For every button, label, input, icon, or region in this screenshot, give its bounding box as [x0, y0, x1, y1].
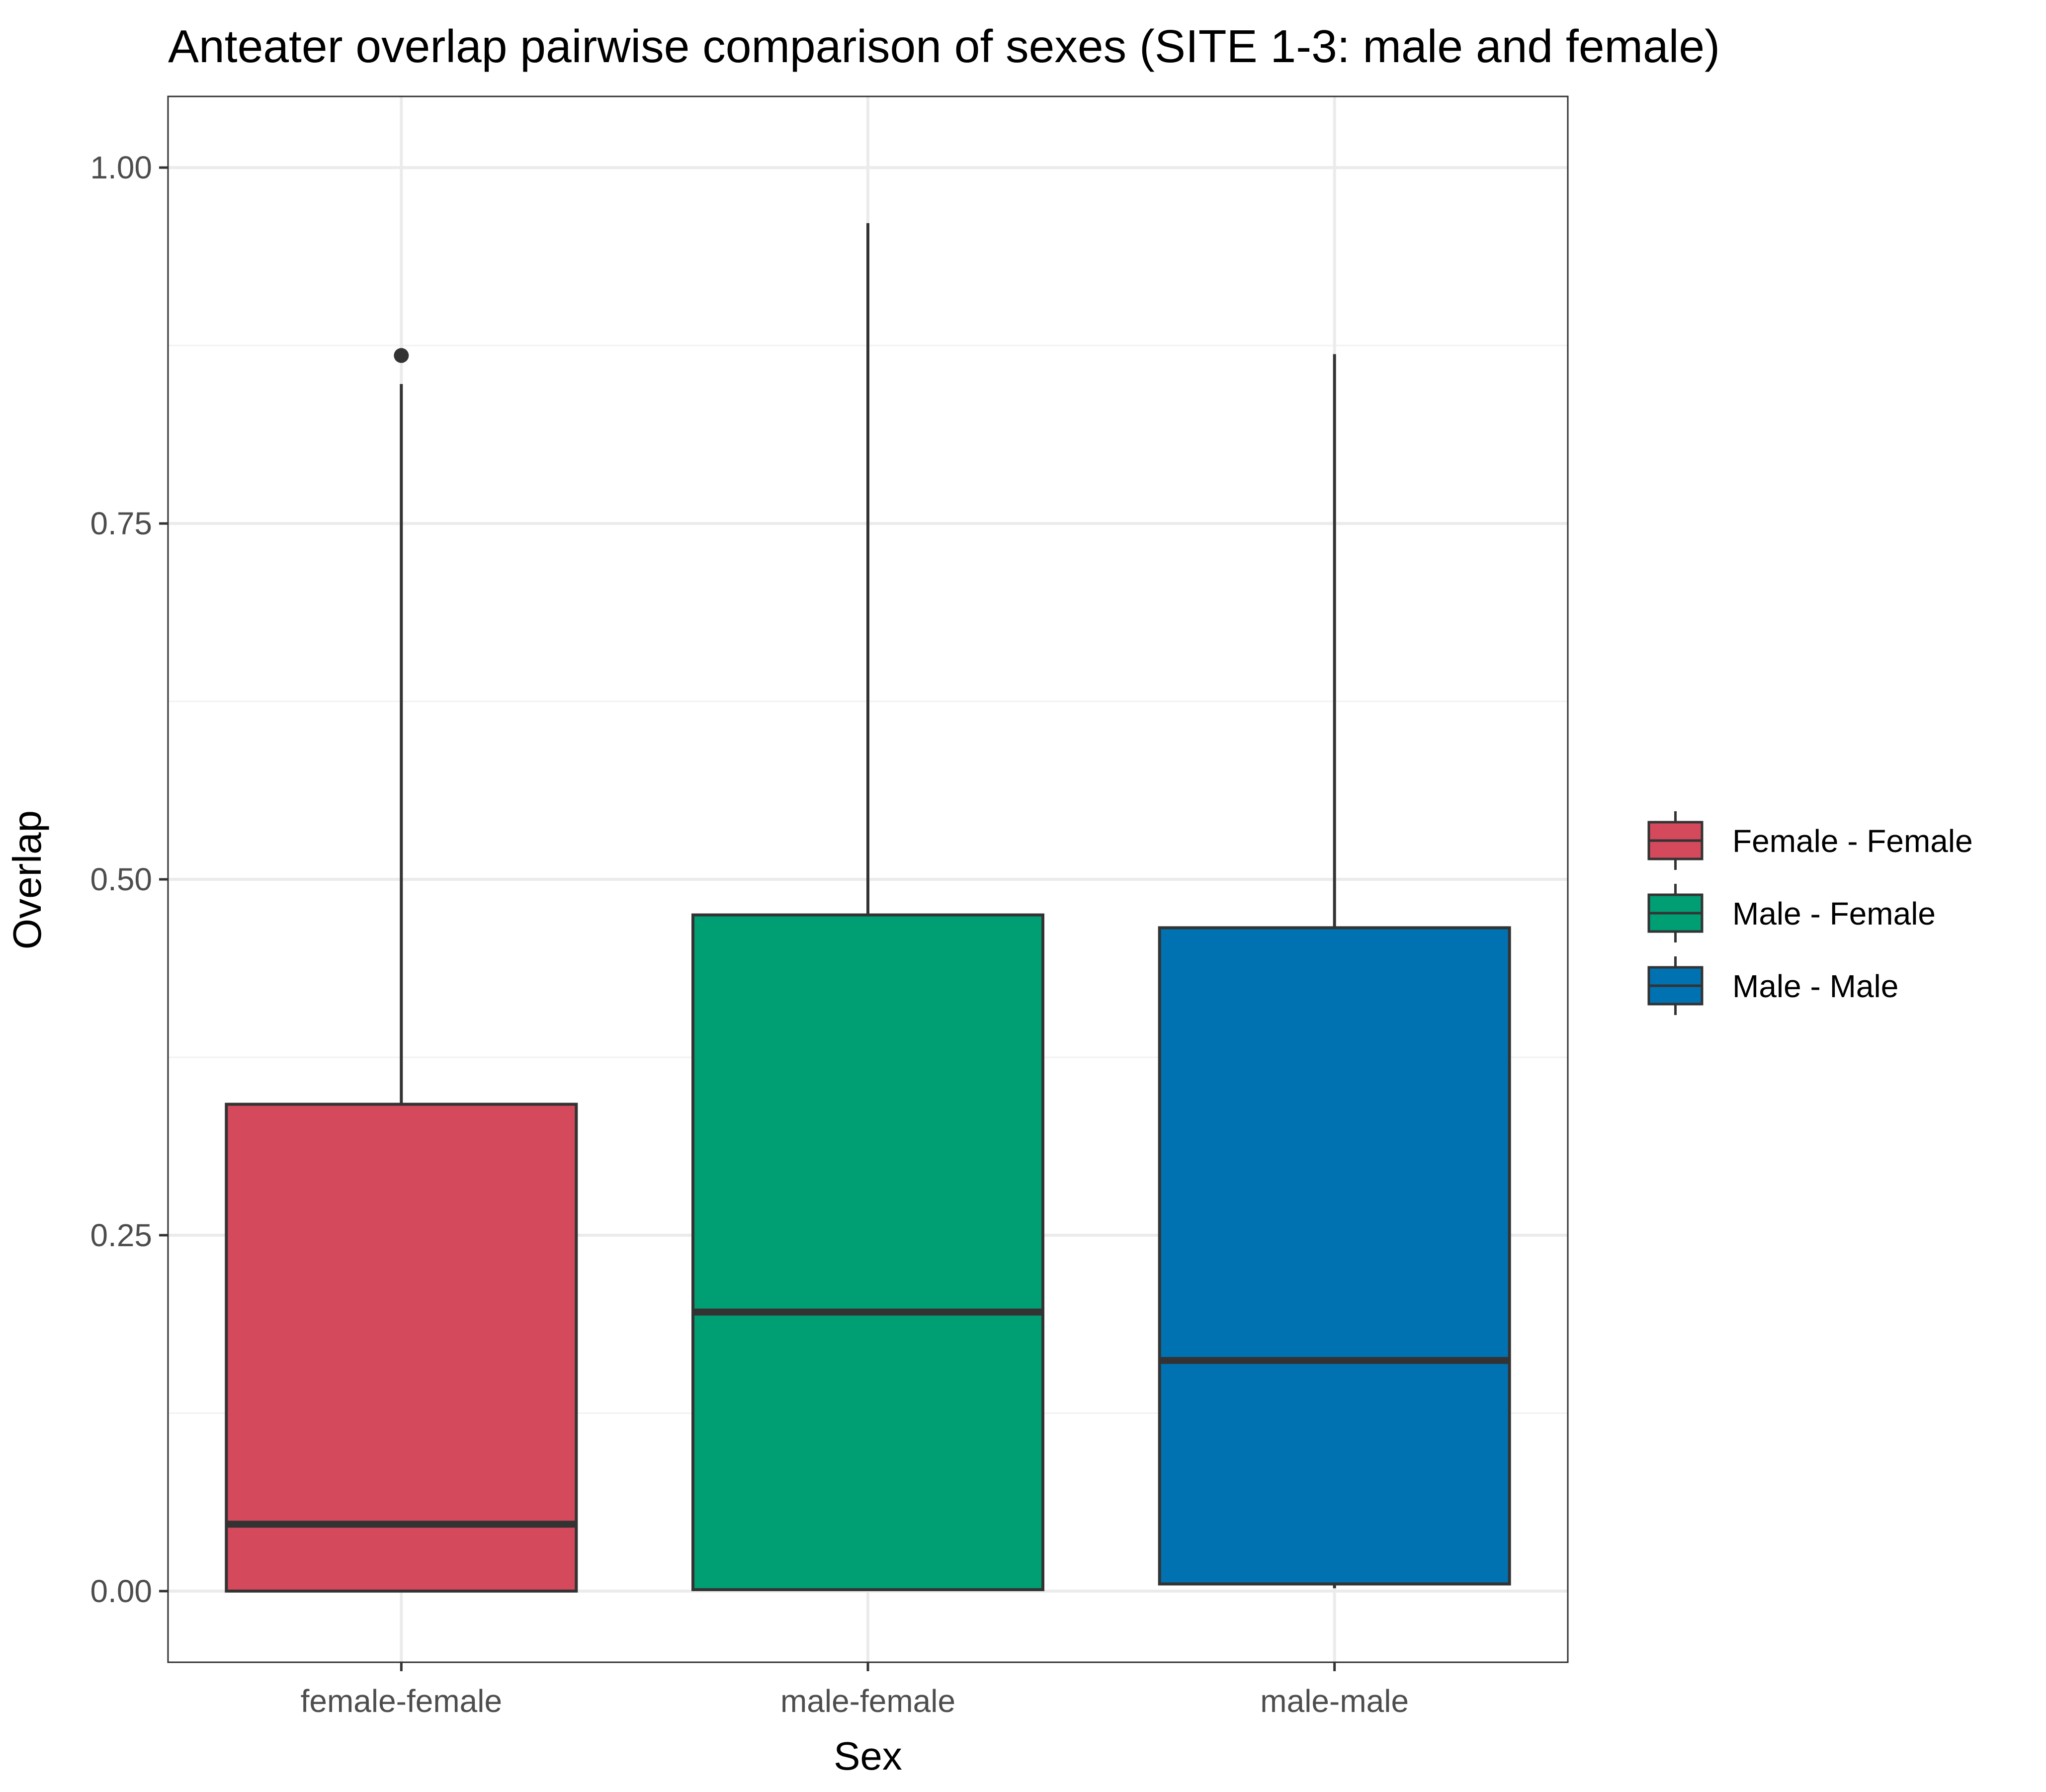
y-tick-label: 0.00 [90, 1573, 152, 1609]
box-iqr [691, 913, 1044, 1591]
legend-item-female-female: Female - Female [1647, 811, 1973, 870]
y-tick-label: 0.50 [90, 861, 152, 897]
box-iqr [225, 1103, 578, 1593]
chart-title: Anteater overlap pairwise comparison of … [168, 20, 1720, 72]
box-layer [225, 223, 1511, 1593]
x-tick-label: male-female [780, 1683, 955, 1719]
legend-item-male-female: Male - Female [1647, 884, 1936, 942]
y-axis-title: Overlap [5, 810, 49, 949]
legend-label: Male - Male [1732, 968, 1898, 1004]
x-axis-title: Sex [834, 1734, 902, 1778]
axis-layer: 0.00 0.25 0.50 0.75 1.00 female-female male-fe… [90, 150, 1409, 1719]
legend-label: Female - Female [1732, 823, 1973, 859]
boxplot-male-male [1158, 354, 1511, 1589]
legend-item-male-male: Male - Male [1647, 956, 1898, 1015]
y-tick-label: 1.00 [90, 150, 152, 185]
outlier-point [394, 348, 409, 363]
x-tick-label: female-female [301, 1683, 503, 1719]
boxplot-male-female [691, 223, 1044, 1591]
y-tick-label: 0.25 [90, 1217, 152, 1253]
legend-label: Male - Female [1732, 896, 1936, 932]
x-tick-label: male-male [1260, 1683, 1409, 1719]
box-iqr [1158, 926, 1511, 1586]
legend: Female - Female Male - Female Male - Male [1647, 811, 1973, 1015]
y-tick-label: 0.75 [90, 506, 152, 541]
boxplot-female-female [225, 348, 578, 1593]
